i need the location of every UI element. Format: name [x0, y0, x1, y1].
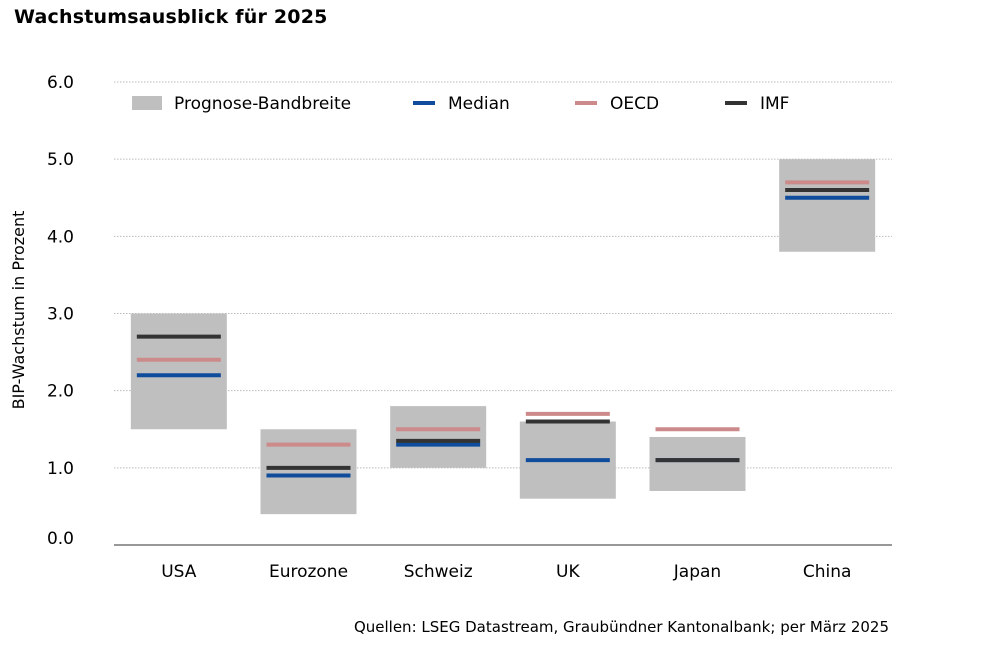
range-box: [649, 436, 746, 491]
series-lines: [136, 180, 870, 478]
legend-label: IMF: [760, 94, 789, 114]
range-box: [390, 406, 487, 468]
y-tick-label: 3.0: [47, 305, 74, 325]
y-tick-labels: 0.0 1.0 2.0 3.0 4.0 5.0 6.0: [47, 73, 74, 549]
range-box: [779, 159, 876, 252]
y-tick-label: 4.0: [47, 227, 74, 247]
category-label: Japan: [673, 562, 721, 582]
category-labels: USA Eurozone Schweiz UK Japan China: [161, 562, 851, 582]
legend-label: OECD: [610, 94, 659, 114]
legend-label: Median: [448, 94, 510, 114]
range-box: [130, 313, 227, 430]
category-label: Eurozone: [269, 562, 348, 582]
y-tick-label: 6.0: [47, 73, 74, 93]
source-note: Quellen: LSEG Datastream, Graubündner Ka…: [353, 618, 889, 636]
y-tick-label: 5.0: [47, 150, 74, 170]
chart-title: Wachstumsausblick für 2025: [14, 6, 328, 28]
y-tick-label: 1.0: [47, 459, 74, 479]
category-label: Schweiz: [404, 562, 473, 582]
gridlines: [114, 81, 892, 546]
category-label: UK: [556, 562, 580, 582]
y-tick-label: 0.0: [47, 529, 74, 549]
y-tick-label: 2.0: [47, 382, 74, 402]
category-label: USA: [161, 562, 197, 582]
legend: Prognose-Bandbreite Median OECD IMF: [132, 94, 789, 114]
y-axis-label: BIP-Wachstum in Prozent: [9, 211, 28, 410]
range-boxes: [130, 159, 876, 515]
legend-label: Prognose-Bandbreite: [174, 94, 351, 114]
legend-swatch-range: [132, 96, 162, 110]
category-label: China: [803, 562, 852, 582]
range-box: [260, 429, 357, 515]
